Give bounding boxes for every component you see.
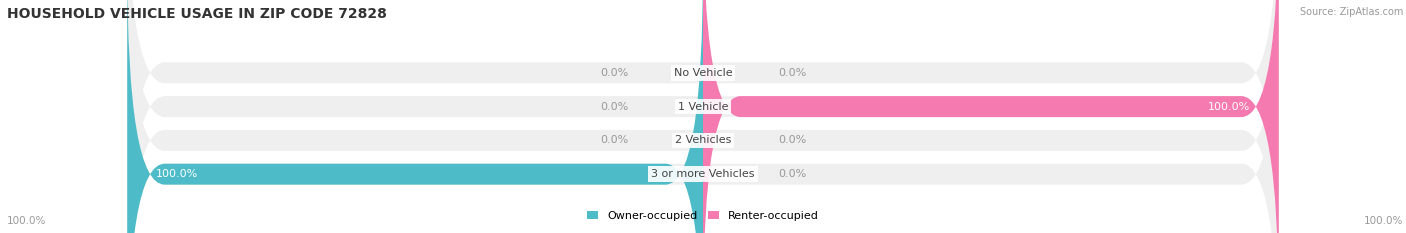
Text: 0.0%: 0.0% [600, 68, 628, 78]
Text: 0.0%: 0.0% [600, 102, 628, 112]
FancyBboxPatch shape [703, 0, 1279, 233]
FancyBboxPatch shape [127, 0, 1279, 233]
FancyBboxPatch shape [127, 0, 1279, 233]
Text: 2 Vehicles: 2 Vehicles [675, 135, 731, 145]
Text: Source: ZipAtlas.com: Source: ZipAtlas.com [1299, 7, 1403, 17]
Text: 100.0%: 100.0% [7, 216, 46, 226]
Text: HOUSEHOLD VEHICLE USAGE IN ZIP CODE 72828: HOUSEHOLD VEHICLE USAGE IN ZIP CODE 7282… [7, 7, 387, 21]
FancyBboxPatch shape [127, 0, 1279, 233]
Text: 100.0%: 100.0% [1364, 216, 1403, 226]
Text: 1 Vehicle: 1 Vehicle [678, 102, 728, 112]
Text: 100.0%: 100.0% [156, 169, 198, 179]
Text: No Vehicle: No Vehicle [673, 68, 733, 78]
Text: 3 or more Vehicles: 3 or more Vehicles [651, 169, 755, 179]
FancyBboxPatch shape [127, 0, 1279, 233]
Legend: Owner-occupied, Renter-occupied: Owner-occupied, Renter-occupied [582, 206, 824, 225]
Text: 0.0%: 0.0% [778, 135, 806, 145]
Text: 0.0%: 0.0% [600, 135, 628, 145]
Text: 0.0%: 0.0% [778, 68, 806, 78]
Text: 0.0%: 0.0% [778, 169, 806, 179]
FancyBboxPatch shape [127, 0, 703, 233]
Text: 100.0%: 100.0% [1208, 102, 1250, 112]
